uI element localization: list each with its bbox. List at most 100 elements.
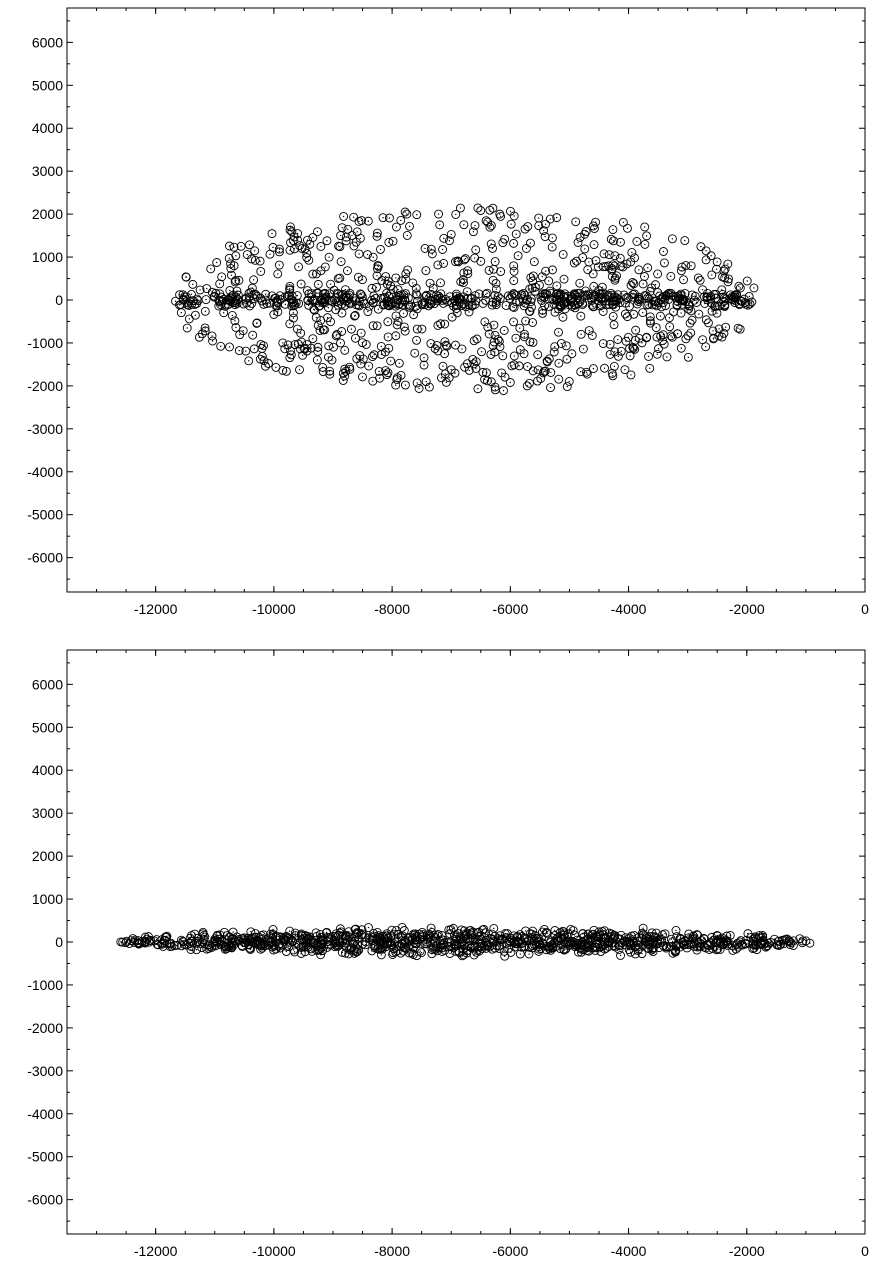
data-point <box>400 380 410 390</box>
data-point <box>541 219 550 229</box>
data-point <box>467 293 477 303</box>
data-point <box>701 255 711 265</box>
data-point <box>320 262 330 272</box>
data-point <box>669 307 678 317</box>
data-point <box>659 258 669 268</box>
data-point <box>426 339 436 349</box>
data-point <box>720 273 730 283</box>
data-point <box>440 319 450 329</box>
data-point <box>291 298 301 308</box>
data-point <box>586 293 596 303</box>
data-point <box>552 213 562 223</box>
y-tick-label: -1000 <box>27 335 63 351</box>
data-point <box>285 245 295 255</box>
data-point <box>496 211 506 221</box>
data-point <box>446 229 456 239</box>
data-point <box>486 349 496 359</box>
data-point <box>632 237 642 246</box>
data-point <box>549 347 559 357</box>
data-point <box>246 287 256 297</box>
data-point <box>396 370 406 380</box>
data-point <box>450 368 460 378</box>
data-point <box>343 224 353 234</box>
data-point <box>733 323 743 333</box>
data-point <box>485 222 495 232</box>
data-point <box>526 294 536 304</box>
data-point <box>456 277 466 287</box>
data-point <box>372 282 381 292</box>
x-tick-label: -2000 <box>729 1243 765 1259</box>
data-point <box>472 334 482 344</box>
data-point <box>609 361 619 371</box>
data-point <box>399 926 409 935</box>
data-point <box>275 291 285 301</box>
data-point <box>419 353 429 363</box>
data-point <box>525 307 535 316</box>
data-point <box>230 316 240 326</box>
data-point <box>626 280 636 290</box>
data-point <box>642 231 652 241</box>
data-point <box>441 295 451 304</box>
data-point <box>556 339 566 348</box>
data-point <box>331 331 341 341</box>
y-tick-label: 2000 <box>32 848 63 864</box>
x-tick-label: -8000 <box>374 601 410 617</box>
data-point <box>242 250 252 260</box>
data-point <box>744 292 754 301</box>
data-point <box>656 331 666 341</box>
data-point <box>414 384 424 393</box>
data-point <box>338 295 348 305</box>
data-point <box>216 341 226 351</box>
data-point <box>400 207 410 217</box>
data-point <box>297 244 307 253</box>
y-tick-label: -2000 <box>27 1020 63 1036</box>
data-point <box>212 258 222 267</box>
data-point <box>509 266 519 276</box>
data-point <box>373 304 383 314</box>
data-point <box>451 289 461 299</box>
data-point <box>364 361 374 371</box>
data-point <box>683 331 693 341</box>
data-point <box>508 302 518 312</box>
data-point <box>384 237 394 247</box>
y-tick-label: -5000 <box>27 507 63 523</box>
data-point <box>597 300 607 310</box>
data-point <box>575 232 585 242</box>
data-point <box>315 326 325 335</box>
data-point <box>569 258 579 268</box>
data-point <box>376 244 385 254</box>
data-point <box>323 313 332 323</box>
data-point <box>350 311 360 321</box>
data-point <box>287 227 297 237</box>
data-point <box>542 357 552 367</box>
data-point <box>255 256 265 266</box>
data-point <box>200 306 210 316</box>
data-point <box>481 289 491 299</box>
y-tick-label: -3000 <box>27 421 63 437</box>
data-point <box>495 342 505 352</box>
data-point <box>654 344 663 354</box>
y-tick-label: -3000 <box>27 1063 63 1079</box>
data-point <box>351 333 360 343</box>
data-point <box>412 335 422 345</box>
data-point <box>664 313 674 323</box>
data-point <box>421 266 431 276</box>
data-point <box>511 333 521 343</box>
data-point <box>445 236 454 246</box>
data-point <box>709 333 719 343</box>
data-point <box>376 341 386 351</box>
y-tick-label: -6000 <box>27 1192 63 1208</box>
data-point <box>515 323 525 333</box>
data-point <box>443 297 453 307</box>
x-tick-label: -2000 <box>729 601 765 617</box>
data-point <box>608 225 618 235</box>
data-point <box>629 309 639 319</box>
data-point <box>434 209 444 219</box>
data-point <box>244 356 254 366</box>
data-point <box>201 295 211 305</box>
data-point <box>530 282 540 292</box>
data-point <box>284 291 294 300</box>
data-point <box>480 317 490 327</box>
data-point <box>356 328 366 338</box>
data-point <box>515 345 525 355</box>
